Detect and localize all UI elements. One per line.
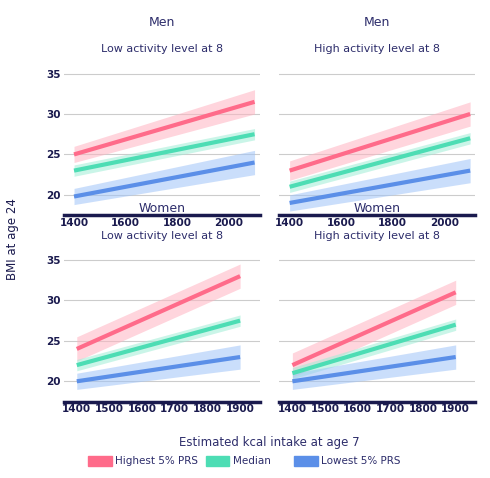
Text: Men: Men xyxy=(148,16,175,29)
Text: Men: Men xyxy=(364,16,391,29)
Text: Women: Women xyxy=(138,202,185,216)
Text: BMI at age 24: BMI at age 24 xyxy=(6,198,19,280)
Text: Low activity level at 8: Low activity level at 8 xyxy=(100,44,223,54)
Text: Estimated kcal intake at age 7: Estimated kcal intake at age 7 xyxy=(179,435,360,449)
Text: Lowest 5% PRS: Lowest 5% PRS xyxy=(321,456,400,466)
Text: Women: Women xyxy=(354,202,401,216)
Text: Highest 5% PRS: Highest 5% PRS xyxy=(115,456,198,466)
Text: High activity level at 8: High activity level at 8 xyxy=(314,44,441,54)
Text: Low activity level at 8: Low activity level at 8 xyxy=(100,230,223,240)
Text: Median: Median xyxy=(233,456,270,466)
Text: High activity level at 8: High activity level at 8 xyxy=(314,230,441,240)
